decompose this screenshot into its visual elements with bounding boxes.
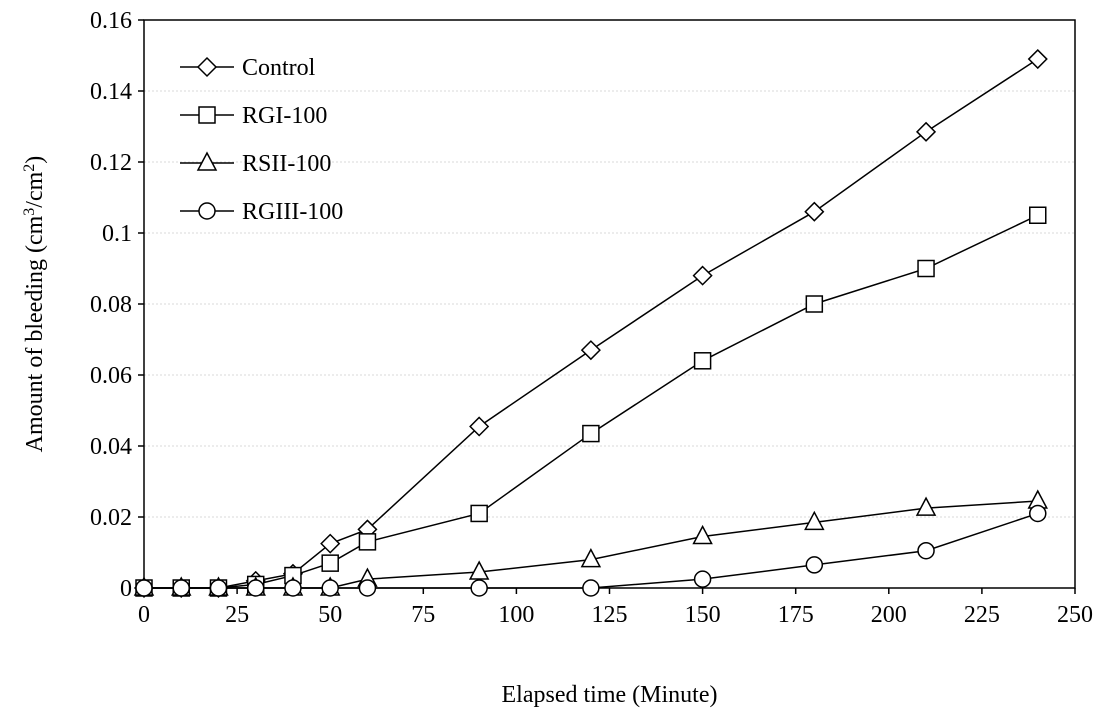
diamond-marker [580, 340, 601, 361]
legend-diamond-marker [196, 56, 218, 78]
y-axis-title-superscript: 2 [21, 164, 38, 172]
circle-marker [284, 579, 302, 597]
x-tick-label: 150 [685, 602, 721, 628]
x-tick-label: 175 [778, 602, 814, 628]
series-rgi-100 [135, 206, 1047, 597]
y-axis-title-part: /cm [22, 171, 48, 207]
y-tick-label: 0.1 [102, 221, 132, 247]
legend-square-marker [198, 106, 216, 124]
legend-label: RSII-100 [242, 151, 331, 177]
square-marker [1029, 206, 1047, 224]
circle-marker [358, 579, 377, 597]
y-tick-label: 0.12 [90, 150, 132, 176]
series-line [144, 214, 1039, 589]
y-tick-label: 0.16 [90, 8, 132, 34]
legend-triangle-marker [196, 151, 218, 171]
legend-label: RGI-100 [242, 103, 327, 129]
diamond-marker [804, 201, 825, 222]
y-tick-label: 0.14 [90, 79, 132, 105]
square-marker [693, 352, 712, 370]
circle-marker [1029, 504, 1047, 523]
y-axis: 0 0.02 0.04 0.06 0.08 0.1 0.12 0.14 0.16 [90, 8, 144, 602]
circle-marker [172, 579, 190, 597]
x-tick-label: 250 [1057, 602, 1093, 628]
diamond-marker [692, 265, 713, 286]
circle-marker [917, 541, 935, 560]
x-tick-label: 225 [964, 602, 1000, 628]
circle-marker [693, 570, 712, 588]
series-line [144, 58, 1039, 589]
legend-item: Control [180, 55, 316, 81]
legend-circle-marker [198, 202, 216, 220]
legend-item: RGIII-100 [180, 199, 343, 225]
square-marker [805, 295, 824, 313]
y-tick-label: 0 [120, 576, 132, 602]
y-tick-label: 0.06 [90, 363, 132, 389]
circle-marker [805, 556, 824, 574]
x-tick-label: 75 [411, 602, 435, 628]
y-axis-title-superscript: 3 [21, 208, 38, 216]
legend: Control RGI-100 RSII-100 RGIII-100 [180, 55, 343, 225]
square-marker [358, 533, 377, 551]
diamond-marker [1027, 48, 1048, 70]
triangle-marker [692, 524, 713, 545]
series-rgiii-100 [135, 504, 1047, 597]
x-tick-label: 0 [138, 602, 150, 628]
triangle-marker [804, 510, 825, 531]
legend-item: RSII-100 [180, 151, 331, 177]
legend-item: RGI-100 [180, 103, 327, 129]
triangle-marker [468, 560, 490, 580]
square-marker [321, 554, 339, 572]
circle-marker [209, 579, 228, 597]
x-tick-label: 100 [498, 602, 534, 628]
series-line [144, 500, 1038, 589]
gridlines [144, 90, 1075, 518]
square-marker [917, 259, 935, 278]
y-axis-title-part: ) [22, 156, 48, 164]
y-tick-label: 0.02 [90, 505, 132, 531]
square-marker [582, 424, 600, 443]
x-axis-title: Elapsed time (Minute) [502, 682, 718, 708]
circle-marker [135, 579, 153, 597]
y-tick-label: 0.04 [90, 434, 132, 460]
circle-marker [470, 579, 488, 597]
triangle-marker [580, 547, 602, 568]
diamond-marker [320, 533, 341, 554]
x-tick-label: 200 [871, 602, 907, 628]
diamond-marker [469, 416, 490, 437]
circle-marker [246, 579, 265, 597]
x-tick-label: 125 [592, 602, 628, 628]
square-marker [470, 504, 488, 523]
x-tick-label: 25 [225, 602, 249, 628]
series-group [133, 48, 1049, 599]
y-axis-title: Amount of bleeding (cm3/cm2) [21, 156, 49, 453]
circle-marker [321, 579, 339, 597]
x-axis: 0 25 50 75 100 125 150 175 200 225 250 [138, 588, 1093, 628]
diamond-marker [915, 121, 937, 142]
series-control [133, 48, 1048, 599]
legend-label: Control [242, 55, 316, 81]
x-tick-label: 50 [318, 602, 342, 628]
triangle-marker [915, 496, 937, 516]
y-tick-label: 0.08 [90, 292, 132, 318]
circle-marker [582, 579, 600, 597]
legend-label: RGIII-100 [242, 199, 343, 225]
y-axis-title-part: Amount of bleeding (cm [22, 215, 48, 452]
